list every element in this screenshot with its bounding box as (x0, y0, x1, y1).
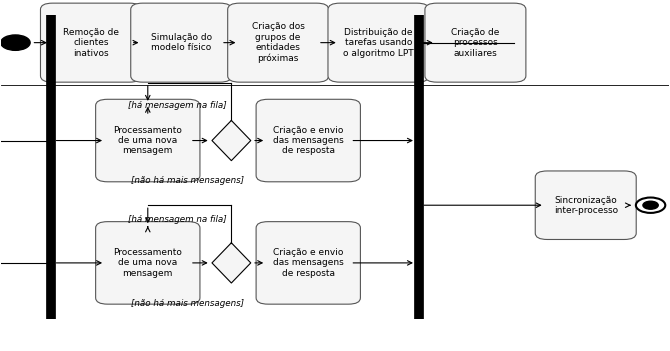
FancyBboxPatch shape (131, 3, 232, 82)
Text: Distribuição de
tarefas usando
o algoritmo LPT: Distribuição de tarefas usando o algorit… (343, 28, 414, 58)
FancyBboxPatch shape (228, 3, 329, 82)
Text: Processamento
de uma nova
mensagem: Processamento de uma nova mensagem (113, 248, 182, 278)
Text: Remoção de
clientes
inativos: Remoção de clientes inativos (63, 28, 119, 58)
FancyBboxPatch shape (40, 3, 141, 82)
Polygon shape (212, 243, 251, 283)
Text: Criação dos
grupos de
entidades
próximas: Criação dos grupos de entidades próximas (252, 22, 305, 63)
Text: [há mensagem na fila]: [há mensagem na fila] (128, 215, 226, 224)
Text: Criação e envio
das mensagens
de resposta: Criação e envio das mensagens de respost… (273, 248, 344, 278)
FancyBboxPatch shape (96, 99, 200, 182)
FancyBboxPatch shape (425, 3, 526, 82)
Text: Processamento
de uma nova
mensagem: Processamento de uma nova mensagem (113, 126, 182, 155)
FancyBboxPatch shape (96, 221, 200, 304)
FancyBboxPatch shape (328, 3, 429, 82)
FancyBboxPatch shape (256, 99, 360, 182)
Text: Simulação do
modelo físico: Simulação do modelo físico (151, 33, 212, 52)
Text: Criação e envio
das mensagens
de resposta: Criação e envio das mensagens de respost… (273, 126, 344, 155)
Text: Sincronização
inter-processo: Sincronização inter-processo (553, 196, 618, 215)
Text: Criação de
processos
auxiliares: Criação de processos auxiliares (451, 28, 500, 58)
Polygon shape (212, 120, 251, 161)
Circle shape (1, 35, 30, 50)
Circle shape (643, 201, 658, 209)
Text: [não há mais mensagens]: [não há mais mensagens] (131, 176, 245, 185)
FancyBboxPatch shape (256, 221, 360, 304)
Text: [há mensagem na fila]: [há mensagem na fila] (128, 101, 226, 110)
Text: [não há mais mensagens]: [não há mais mensagens] (131, 299, 245, 307)
FancyBboxPatch shape (535, 171, 636, 239)
